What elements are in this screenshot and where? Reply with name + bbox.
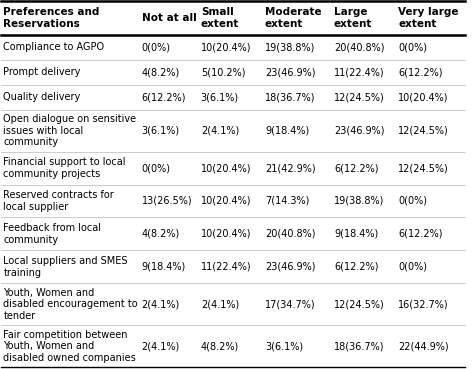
Text: Local suppliers and SMES
training: Local suppliers and SMES training [3,256,128,277]
Text: 2(4.1%): 2(4.1%) [142,299,180,309]
Text: 12(24.5%): 12(24.5%) [398,163,449,173]
Text: Fair competition between
Youth, Women and
disabled owned companies: Fair competition between Youth, Women an… [3,330,136,363]
Text: 0(0%): 0(0%) [142,42,171,52]
Text: 20(40.8%): 20(40.8%) [265,229,315,239]
Text: 9(18.4%): 9(18.4%) [334,229,378,239]
Text: 11(22.4%): 11(22.4%) [201,262,251,272]
Text: Financial support to local
community projects: Financial support to local community pro… [3,157,126,179]
Text: Quality delivery: Quality delivery [3,92,81,102]
Text: 6(12.2%): 6(12.2%) [398,67,443,77]
Text: Small
extent: Small extent [201,7,239,29]
Text: 9(18.4%): 9(18.4%) [265,125,309,136]
Text: 6(12.2%): 6(12.2%) [334,262,379,272]
Text: 21(42.9%): 21(42.9%) [265,163,316,173]
Text: 6(12.2%): 6(12.2%) [334,163,379,173]
Text: 17(34.7%): 17(34.7%) [265,299,316,309]
Text: 13(26.5%): 13(26.5%) [142,196,192,206]
Text: 19(38.8%): 19(38.8%) [265,42,315,52]
Text: 23(46.9%): 23(46.9%) [265,262,315,272]
Text: 10(20.4%): 10(20.4%) [201,229,251,239]
Text: Moderate
extent: Moderate extent [265,7,321,29]
Text: 23(46.9%): 23(46.9%) [265,67,315,77]
Text: Feedback from local
community: Feedback from local community [3,223,101,245]
Text: Large
extent: Large extent [334,7,373,29]
Text: Preferences and
Reservations: Preferences and Reservations [3,7,100,29]
Text: 7(14.3%): 7(14.3%) [265,196,309,206]
Text: 3(6.1%): 3(6.1%) [265,341,303,351]
Text: 16(32.7%): 16(32.7%) [398,299,449,309]
Text: 2(4.1%): 2(4.1%) [201,125,239,136]
Text: 4(8.2%): 4(8.2%) [142,229,180,239]
Text: 0(0%): 0(0%) [398,262,427,272]
Text: 10(20.4%): 10(20.4%) [398,92,449,102]
Text: Not at all: Not at all [142,13,196,23]
Text: Very large
extent: Very large extent [398,7,459,29]
Text: Youth, Women and
disabled encouragement to
tender: Youth, Women and disabled encouragement … [3,288,138,321]
Text: 22(44.9%): 22(44.9%) [398,341,449,351]
Text: Compliance to AGPO: Compliance to AGPO [3,42,104,52]
Text: 9(18.4%): 9(18.4%) [142,262,186,272]
Text: 19(38.8%): 19(38.8%) [334,196,384,206]
Text: 18(36.7%): 18(36.7%) [334,341,384,351]
Text: 4(8.2%): 4(8.2%) [201,341,239,351]
Text: 6(12.2%): 6(12.2%) [398,229,443,239]
Text: 10(20.4%): 10(20.4%) [201,163,251,173]
Text: Open dialogue on sensitive
issues with local
community: Open dialogue on sensitive issues with l… [3,114,137,147]
Text: 23(46.9%): 23(46.9%) [334,125,384,136]
Text: 11(22.4%): 11(22.4%) [334,67,384,77]
Text: 0(0%): 0(0%) [398,196,427,206]
Text: 12(24.5%): 12(24.5%) [334,92,385,102]
Text: 0(0%): 0(0%) [142,163,171,173]
Text: 3(6.1%): 3(6.1%) [201,92,239,102]
Text: 6(12.2%): 6(12.2%) [142,92,186,102]
Text: 18(36.7%): 18(36.7%) [265,92,315,102]
Text: 2(4.1%): 2(4.1%) [201,299,239,309]
Text: 0(0%): 0(0%) [398,42,427,52]
Text: 10(20.4%): 10(20.4%) [201,42,251,52]
Text: Prompt delivery: Prompt delivery [3,67,81,77]
Text: 12(24.5%): 12(24.5%) [334,299,385,309]
Text: 10(20.4%): 10(20.4%) [201,196,251,206]
Text: 5(10.2%): 5(10.2%) [201,67,245,77]
Text: 20(40.8%): 20(40.8%) [334,42,384,52]
Text: 3(6.1%): 3(6.1%) [142,125,180,136]
Text: 12(24.5%): 12(24.5%) [398,125,449,136]
Text: 4(8.2%): 4(8.2%) [142,67,180,77]
Text: Reserved contracts for
local supplier: Reserved contracts for local supplier [3,190,114,212]
Text: 2(4.1%): 2(4.1%) [142,341,180,351]
